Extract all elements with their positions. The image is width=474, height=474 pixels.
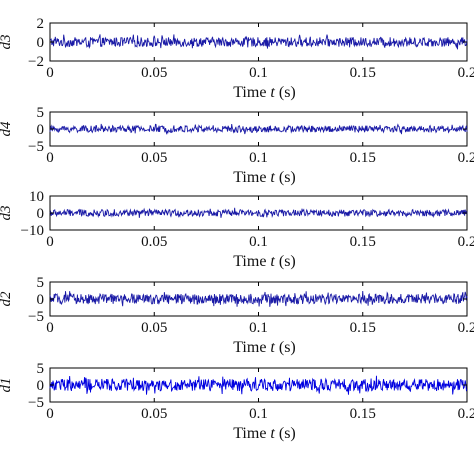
y-tick-label: 2	[37, 16, 45, 32]
signal-line-5	[49, 375, 468, 395]
x-axis-label: Time t (s)	[233, 169, 296, 186]
y-tick-label: −10	[21, 223, 44, 239]
x-tick-label: 0.1	[249, 234, 268, 250]
x-tick-label: 0.2	[458, 320, 474, 336]
x-tick-label: 0.05	[141, 65, 167, 81]
x-tick-label: 0.15	[350, 65, 376, 81]
x-tick-label: 0.1	[249, 406, 268, 422]
y-tick-label: 0	[37, 35, 45, 51]
y-tick-label: 10	[29, 189, 44, 205]
x-axis-label: Time t (s)	[233, 253, 296, 270]
x-tick-label: 0.05	[141, 320, 167, 336]
x-axis-label: Time t (s)	[233, 425, 296, 442]
y-tick-label: 0	[37, 206, 45, 222]
y-tick-label: 0	[37, 292, 45, 308]
x-tick-label: 0.2	[458, 234, 474, 250]
x-axis-label: Time t (s)	[233, 84, 296, 101]
x-tick-label: 0	[46, 65, 54, 81]
y-tick-label: 5	[37, 275, 45, 291]
x-tick-label: 0.15	[350, 234, 376, 250]
x-tick-label: 0.2	[458, 150, 474, 166]
signal-line-1	[49, 34, 468, 50]
y-axis-label: d3	[0, 206, 14, 221]
x-tick-label: 0.05	[141, 234, 167, 250]
signal-line-4	[49, 291, 468, 307]
y-axis-label: d2	[0, 291, 14, 307]
x-tick-label: 0.1	[249, 65, 268, 81]
y-axis-label: d3	[0, 35, 14, 50]
signal-line-2	[49, 123, 468, 135]
x-tick-label: 0.15	[350, 320, 376, 336]
y-tick-label: −5	[28, 309, 44, 325]
x-tick-label: 0	[46, 150, 54, 166]
y-tick-label: −5	[28, 395, 44, 411]
x-tick-label: 0	[46, 406, 54, 422]
x-tick-label: 0.15	[350, 406, 376, 422]
y-axis-label: d1	[0, 378, 14, 393]
x-tick-label: 0.2	[458, 406, 474, 422]
y-tick-label: −5	[28, 139, 44, 155]
x-axis-label: Time t (s)	[233, 339, 296, 356]
x-tick-label: 0.15	[350, 150, 376, 166]
x-tick-label: 0.05	[141, 406, 167, 422]
y-tick-label: 0	[37, 122, 45, 138]
y-tick-label: 0	[37, 378, 45, 394]
y-tick-label: 5	[37, 361, 45, 377]
x-tick-label: 0.05	[141, 150, 167, 166]
y-axis-label: d4	[0, 121, 14, 137]
x-tick-label: 0.2	[458, 65, 474, 81]
x-tick-label: 0	[46, 320, 54, 336]
y-tick-label: 5	[37, 105, 45, 121]
signal-line-3	[49, 207, 468, 219]
x-tick-label: 0	[46, 234, 54, 250]
x-tick-label: 0.1	[249, 320, 268, 336]
x-tick-label: 0.1	[249, 150, 268, 166]
y-tick-label: −2	[28, 54, 44, 70]
